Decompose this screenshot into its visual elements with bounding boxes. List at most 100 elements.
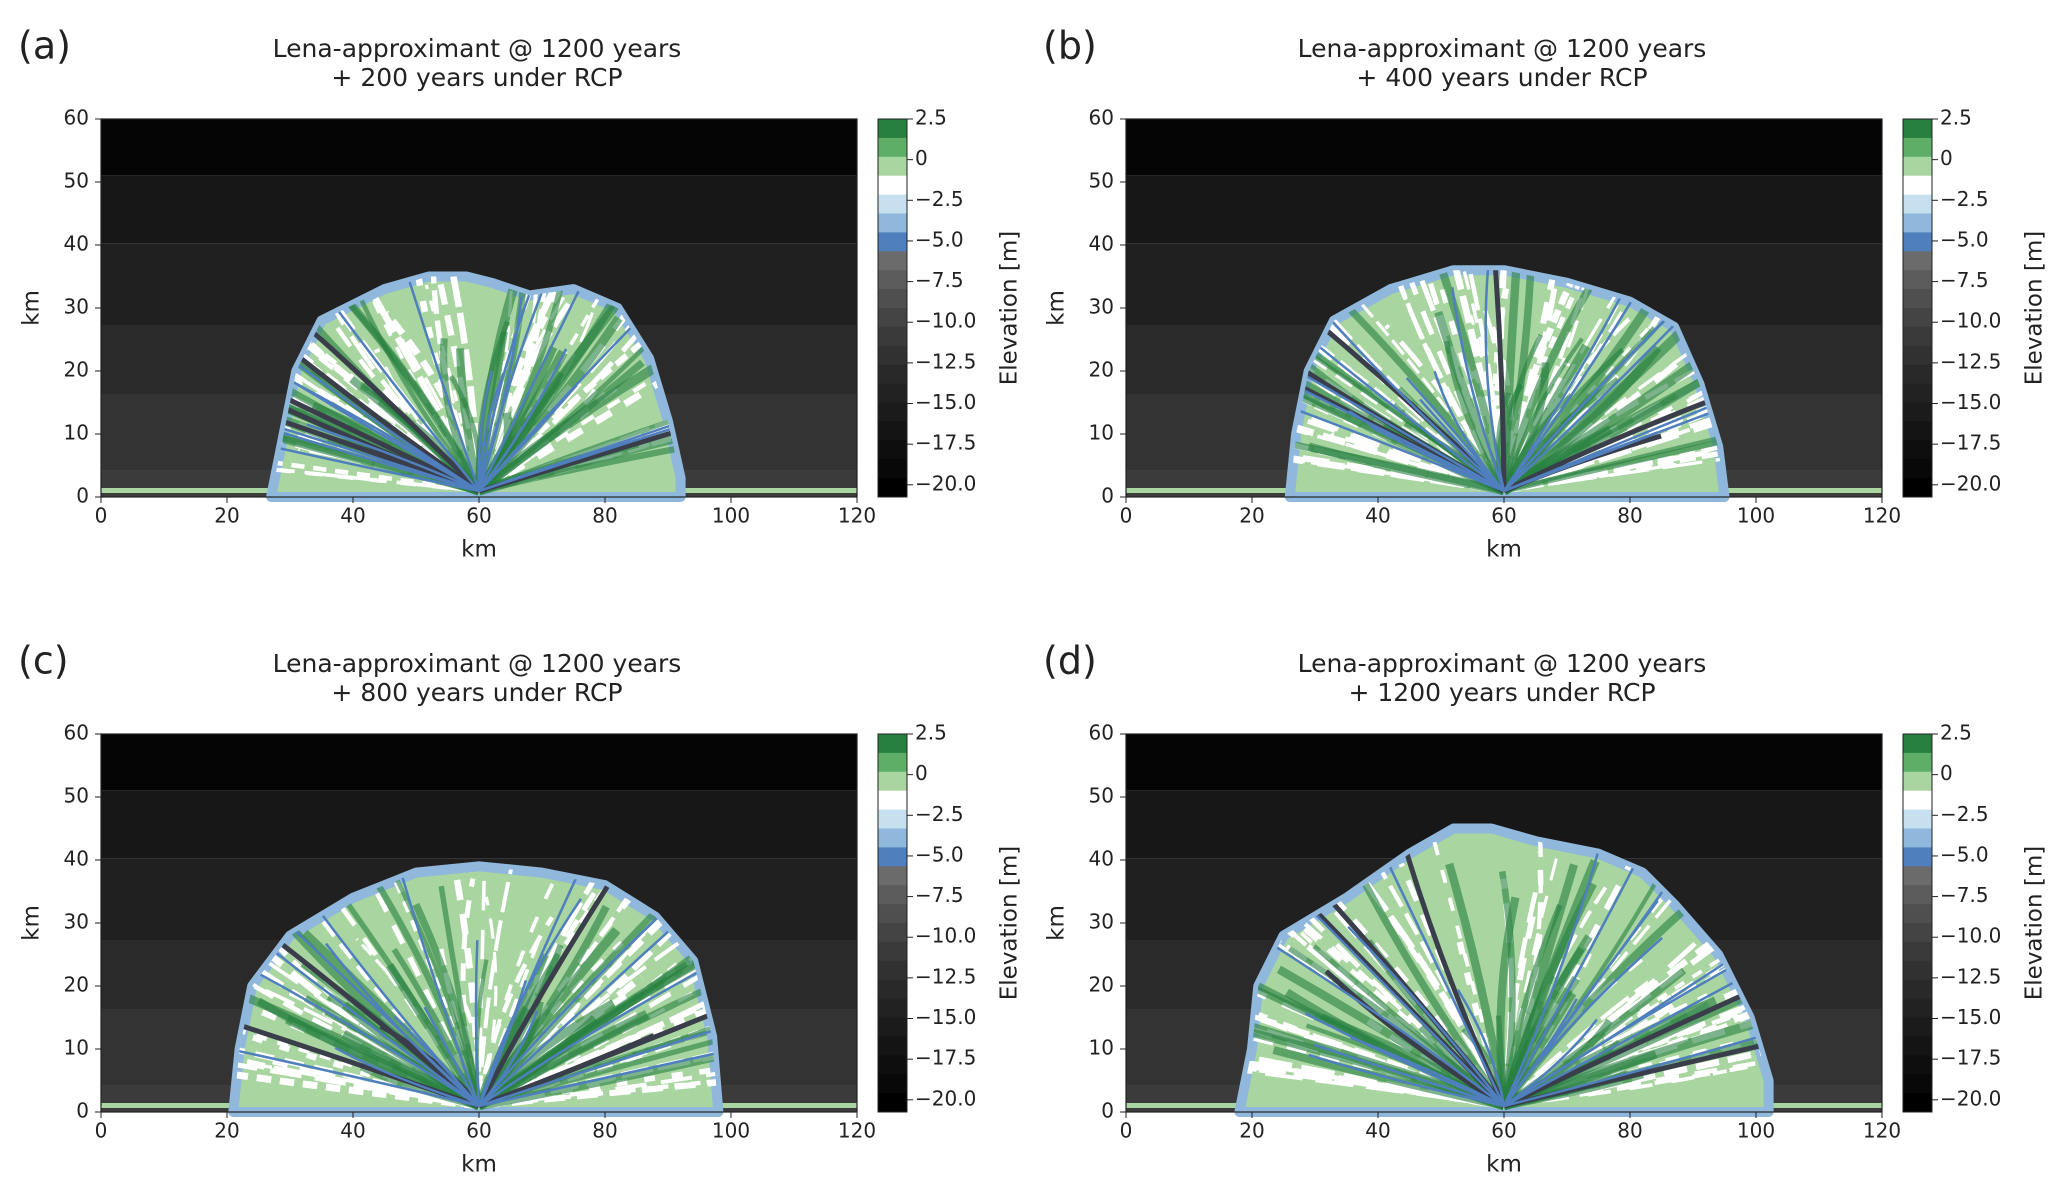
- colorbar-tick-label: 2.5: [915, 106, 947, 130]
- delta-texture: [271, 276, 681, 496]
- x-tick-label: 60: [466, 504, 491, 528]
- y-tick-label: 30: [1089, 295, 1114, 319]
- colorbar-tick-label: −10.0: [915, 924, 976, 948]
- colorbar-tick-label: −7.5: [915, 268, 964, 292]
- colorbar-swatch: [878, 308, 907, 328]
- colorbar-swatch: [878, 809, 907, 829]
- x-tick-label: 60: [466, 1119, 491, 1143]
- delta-texture: [1239, 828, 1769, 1111]
- colorbar-tick-label: −12.5: [1940, 349, 2001, 373]
- colorbar-tick-label: −7.5: [1940, 268, 1989, 292]
- colorbar-swatch: [1903, 308, 1932, 328]
- colorbar-tick-label: 2.5: [1940, 721, 1972, 745]
- colorbar-swatch: [878, 251, 907, 271]
- panel: (a) Lena-approximant @ 1200 years+ 200 ye…: [18, 24, 1023, 563]
- chart-title: Lena-approximant @ 1200 years: [1298, 649, 1707, 678]
- ocean-band: [101, 790, 857, 859]
- colorbar-swatch: [1903, 175, 1932, 196]
- colorbar-swatch: [878, 1017, 907, 1037]
- colorbar-swatch: [878, 194, 907, 214]
- x-tick-label: 0: [95, 504, 108, 528]
- x-tick-label: 40: [1365, 1119, 1390, 1143]
- x-tick-label: 120: [838, 504, 876, 528]
- colorbar-tick-label: 0: [915, 761, 928, 785]
- colorbar-swatch: [1903, 866, 1932, 886]
- y-tick-label: 50: [64, 784, 89, 808]
- y-tick-label: 40: [1089, 847, 1114, 871]
- x-tick-label: 100: [1737, 504, 1775, 528]
- colorbar-tick-label: −20.0: [915, 1086, 976, 1110]
- colorbar-swatch: [1903, 1055, 1932, 1075]
- chart-title: Lena-approximant @ 1200 years: [273, 34, 682, 63]
- y-axis-label: km: [1044, 905, 1070, 941]
- colorbar-swatch: [878, 459, 907, 479]
- colorbar-tick-label: −5.0: [915, 227, 964, 251]
- panel-label: (b): [1043, 24, 1097, 68]
- y-tick-label: 40: [64, 847, 89, 871]
- ocean-band: [1126, 119, 1882, 176]
- y-tick-label: 10: [64, 1036, 89, 1060]
- ocean-band: [101, 734, 857, 791]
- colorbar-swatch: [1903, 960, 1932, 981]
- y-tick-label: 60: [1089, 106, 1114, 130]
- colorbar-swatch: [1903, 790, 1932, 811]
- colorbar-swatch: [1903, 119, 1932, 139]
- y-tick-label: 40: [1089, 232, 1114, 256]
- colorbar-tick-label: −15.0: [1940, 390, 2001, 414]
- colorbar-swatch: [1903, 771, 1932, 792]
- colorbar-tick-label: −10.0: [915, 309, 976, 333]
- x-tick-label: 100: [712, 504, 750, 528]
- colorbar-tick-label: 0: [1940, 761, 1953, 785]
- colorbar-swatch: [1903, 979, 1932, 1000]
- colorbar-swatch: [1903, 998, 1932, 1018]
- colorbar-swatch: [1903, 270, 1932, 290]
- colorbar-swatch: [878, 345, 907, 366]
- colorbar-tick-label: −2.5: [1940, 802, 1989, 826]
- colorbar-swatch: [1903, 345, 1932, 366]
- colorbar-swatch: [878, 941, 907, 962]
- colorbar-swatch: [1903, 194, 1932, 214]
- colorbar-tick-label: 0: [1940, 146, 1953, 170]
- colorbar-tick-label: −5.0: [1940, 227, 1989, 251]
- y-tick-label: 50: [1089, 784, 1114, 808]
- chart-title: Lena-approximant @ 1200 years: [273, 649, 682, 678]
- colorbar-swatch: [878, 440, 907, 460]
- colorbar-tick-label: −12.5: [1940, 964, 2001, 988]
- colorbar-swatch: [878, 289, 907, 309]
- colorbar-swatch: [1903, 923, 1932, 943]
- y-tick-label: 50: [1089, 169, 1114, 193]
- y-tick-label: 20: [1089, 973, 1114, 997]
- x-tick-label: 0: [1120, 1119, 1133, 1143]
- y-axis-label: km: [19, 290, 45, 326]
- y-tick-label: 0: [1101, 1099, 1114, 1123]
- colorbar-swatch: [878, 1074, 907, 1094]
- y-tick-label: 20: [64, 358, 89, 382]
- colorbar-swatch: [878, 885, 907, 905]
- y-tick-label: 0: [76, 484, 89, 508]
- colorbar-swatch: [878, 156, 907, 177]
- colorbar-swatch: [878, 175, 907, 196]
- colorbar-swatch: [878, 119, 907, 139]
- colorbar-tick-label: −5.0: [1940, 842, 1989, 866]
- colorbar-tick-label: 2.5: [915, 721, 947, 745]
- colorbar-swatch: [1903, 251, 1932, 271]
- colorbar-swatch: [1903, 326, 1932, 347]
- chart-title: + 200 years under RCP: [331, 63, 622, 92]
- colorbar-tick-label: −12.5: [915, 349, 976, 373]
- colorbar-tick-label: 2.5: [1940, 106, 1972, 130]
- colorbar-frame: [877, 118, 908, 498]
- colorbar-swatch: [1903, 885, 1932, 905]
- x-tick-label: 40: [1365, 504, 1390, 528]
- x-tick-label: 100: [712, 1119, 750, 1143]
- colorbar-tick-label: −5.0: [915, 842, 964, 866]
- x-tick-label: 0: [1120, 504, 1133, 528]
- colorbar-frame: [1902, 118, 1933, 498]
- colorbar-tick-label: −2.5: [1940, 187, 1989, 211]
- colorbar-swatch: [878, 790, 907, 811]
- colorbar-label: Elevation [m]: [997, 846, 1023, 1001]
- ocean-band: [1126, 734, 1882, 791]
- ocean-band: [1126, 175, 1882, 244]
- y-tick-label: 60: [64, 721, 89, 745]
